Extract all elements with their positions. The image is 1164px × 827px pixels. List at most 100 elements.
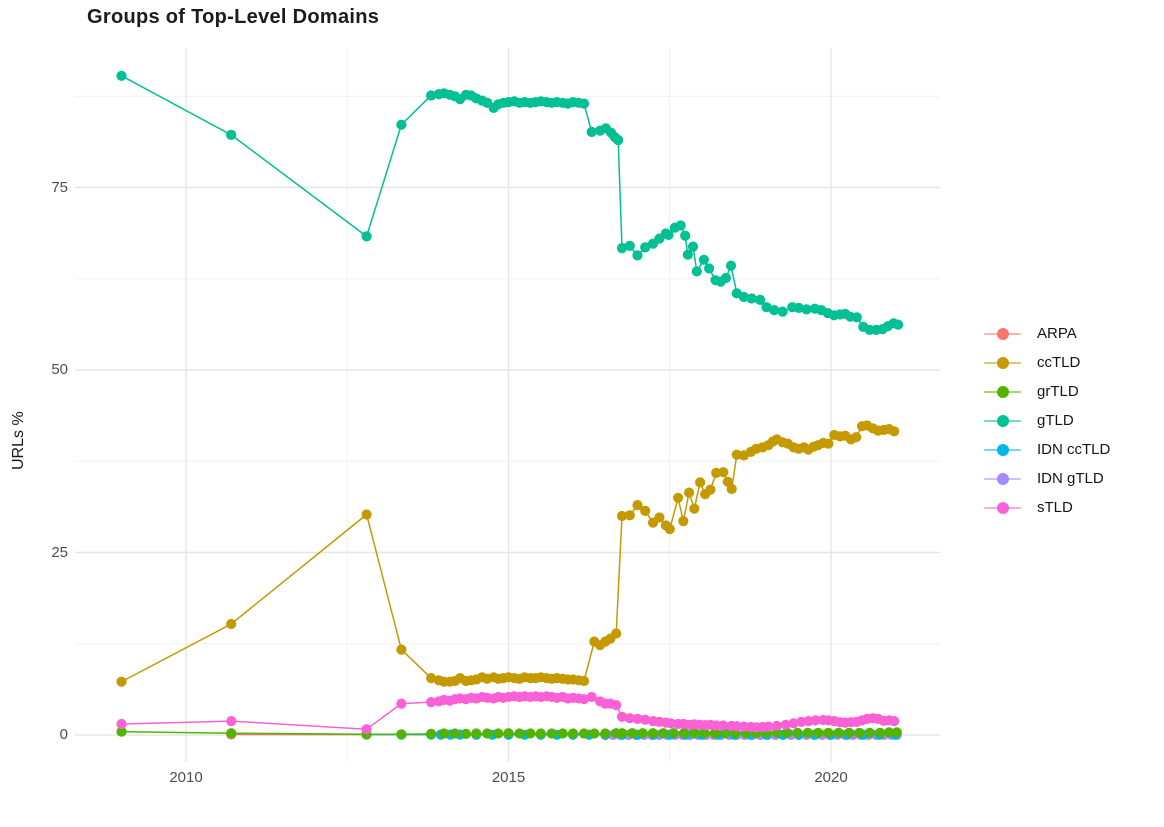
data-point [600, 728, 611, 739]
series-gtld [116, 70, 904, 335]
data-point [687, 241, 699, 252]
legend: ARPA ccTLD grTLD gTLD IDN ccTLD IDN gTLD sTLD [984, 319, 1110, 522]
data-point [695, 477, 706, 488]
data-point [640, 242, 651, 253]
legend-entry: gTLD [984, 406, 1110, 435]
data-point [738, 291, 750, 303]
data-point [426, 728, 437, 740]
data-point [801, 304, 812, 315]
data-point [361, 509, 372, 520]
data-point [854, 727, 865, 738]
data-point [226, 129, 237, 140]
data-point [684, 487, 695, 498]
data-point [616, 711, 628, 722]
data-point [116, 676, 127, 687]
legend-key-icon [984, 414, 1021, 427]
legend-entry: ccTLD [984, 348, 1110, 377]
data-point [460, 728, 471, 740]
data-point [546, 728, 557, 739]
data-point [720, 272, 732, 284]
y-tick-label: 50 [51, 361, 68, 378]
data-point [823, 727, 834, 738]
data-point [586, 126, 597, 138]
data-point [589, 728, 600, 739]
data-point [705, 484, 716, 495]
legend-label: IDN gTLD [1037, 470, 1104, 487]
data-point [711, 720, 722, 731]
data-point [525, 728, 536, 739]
data-point [833, 727, 844, 738]
data-point [627, 728, 638, 739]
data-point [586, 691, 597, 703]
data-point [426, 697, 437, 708]
data-point [689, 503, 700, 514]
data-point [611, 700, 622, 711]
legend-entry: IDN ccTLD [984, 435, 1110, 464]
data-point [557, 728, 568, 739]
legend-label: sTLD [1037, 499, 1073, 516]
data-point [891, 727, 902, 738]
data-point [678, 728, 690, 739]
data-point [780, 719, 791, 730]
data-point [616, 243, 628, 254]
data-point [613, 135, 624, 146]
data-point [763, 721, 774, 732]
series-stld [116, 691, 900, 735]
data-point [482, 728, 493, 739]
data-point [725, 260, 737, 271]
data-point [769, 305, 780, 316]
data-point [616, 728, 628, 739]
data-point [889, 716, 900, 727]
data-point [771, 720, 782, 732]
data-point [884, 727, 895, 738]
data-point [691, 266, 702, 277]
gridlines-minor [75, 48, 940, 762]
data-point [664, 524, 675, 535]
data-point [788, 718, 799, 729]
legend-label: ccTLD [1037, 354, 1081, 371]
x-tick-label: 2020 [814, 769, 848, 786]
data-point [851, 312, 862, 323]
data-point [471, 728, 482, 739]
data-point [682, 249, 693, 260]
data-point [893, 319, 904, 330]
data-point [678, 516, 689, 527]
data-point [720, 728, 731, 739]
data-point [680, 230, 691, 241]
data-point [426, 673, 437, 684]
data-point [632, 500, 643, 511]
legend-entry: grTLD [984, 377, 1110, 406]
legend-entry: IDN gTLD [984, 464, 1110, 493]
data-point [578, 728, 590, 739]
data-point [396, 119, 407, 130]
data-point [226, 728, 237, 739]
data-point [396, 698, 407, 709]
data-point [116, 70, 127, 81]
data-point [632, 250, 643, 261]
data-point [578, 675, 590, 687]
data-point [793, 302, 804, 313]
legend-key-icon [984, 443, 1021, 456]
data-point [578, 98, 590, 109]
data-point [493, 728, 504, 739]
data-point [709, 728, 721, 739]
legend-key-icon [984, 385, 1021, 398]
data-point [864, 727, 875, 738]
data-point [503, 728, 514, 739]
data-point [226, 618, 237, 630]
y-tick-label: 75 [51, 178, 68, 196]
legend-entry: ARPA [984, 319, 1110, 348]
data-point [624, 713, 635, 724]
data-point [844, 727, 855, 738]
chart-title: Groups of Top-Level Domains [87, 6, 380, 28]
data-point [792, 727, 803, 738]
data-point [514, 728, 525, 739]
data-point [640, 505, 651, 516]
data-point [396, 729, 407, 740]
data-point [813, 727, 824, 738]
data-point [361, 724, 372, 735]
legend-key-icon [984, 472, 1021, 485]
data-point [782, 727, 793, 738]
data-point [426, 90, 437, 101]
